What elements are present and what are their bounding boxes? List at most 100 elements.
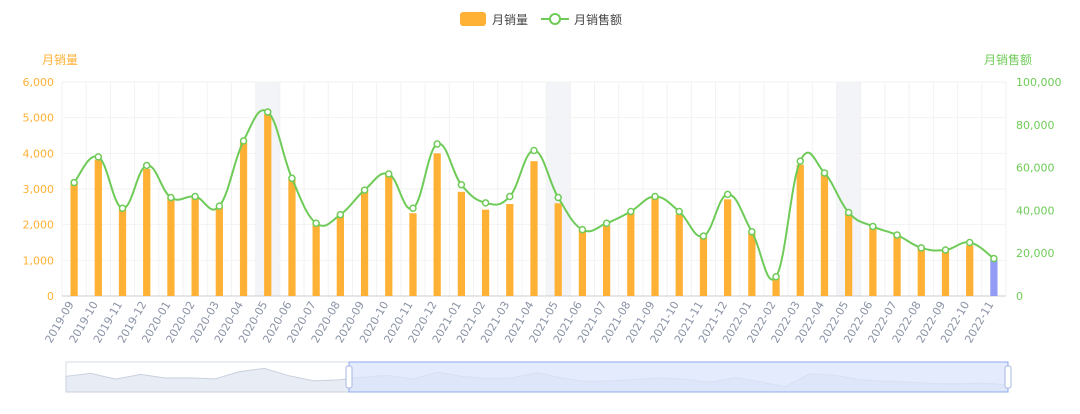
bar: [481, 209, 490, 296]
bar: [191, 196, 199, 296]
left-tick-label: 5,000: [23, 112, 55, 125]
line-point: [481, 199, 490, 207]
line-point: [941, 246, 950, 254]
bar: [796, 164, 804, 296]
left-tick-label: 2,000: [23, 219, 55, 232]
bar: [651, 197, 659, 296]
zoom-selected-window[interactable]: [348, 361, 1009, 393]
line-point: [844, 208, 853, 217]
left-tick-label: 3,000: [23, 183, 55, 196]
line-point: [723, 190, 732, 199]
line-point: [772, 272, 780, 281]
bar: [530, 161, 538, 296]
line-point: [627, 207, 635, 216]
bar: [724, 199, 732, 296]
line-point: [820, 169, 829, 177]
line-point: [506, 192, 514, 201]
bar: [385, 174, 393, 296]
right-tick-label: 0: [1016, 290, 1023, 303]
line-point: [433, 140, 441, 148]
bar: [627, 212, 635, 296]
line-point: [336, 210, 345, 219]
bar: [917, 248, 925, 296]
bar: [264, 114, 272, 296]
line-point: [94, 153, 103, 161]
right-tick-label: 60,000: [1016, 162, 1055, 175]
bar: [288, 179, 296, 296]
line-point: [239, 137, 248, 145]
legend-line-label[interactable]: 月销售额: [574, 12, 622, 27]
bar: [143, 169, 151, 296]
line-point: [796, 157, 805, 165]
bar: [699, 236, 708, 296]
legend[interactable]: 月销量 月销售额: [460, 12, 622, 27]
right-axis-title: 月销售额: [984, 52, 1032, 67]
line-point: [142, 161, 151, 170]
bar: [70, 183, 78, 296]
right-tick-label: 20,000: [1016, 247, 1055, 260]
bar: [94, 159, 102, 296]
left-tick-label: 6,000: [23, 76, 55, 89]
line-point: [699, 232, 708, 240]
bar: [748, 232, 756, 296]
line-point: [167, 193, 175, 202]
line-point: [263, 108, 272, 116]
bar: [239, 142, 248, 296]
bar: [602, 225, 611, 296]
bar: [312, 223, 320, 296]
bar: [966, 245, 974, 296]
line-point: [288, 174, 296, 183]
line-point: [554, 193, 562, 202]
legend-bar-label[interactable]: 月销量: [492, 13, 528, 27]
line-point: [312, 219, 320, 227]
left-tick-label: 0: [47, 290, 54, 303]
line-point: [70, 178, 78, 187]
line-point: [360, 186, 369, 194]
line-point: [893, 231, 901, 239]
line-point: [118, 204, 127, 213]
bar: [845, 213, 853, 296]
right-tick-label: 100,000: [1016, 76, 1062, 89]
bar: [675, 214, 683, 296]
legend-line-icon-circle[interactable]: [549, 13, 561, 25]
line-point: [578, 225, 587, 234]
bar: [869, 228, 877, 296]
line-point: [457, 180, 466, 189]
bar: [409, 213, 417, 296]
bar: [167, 197, 175, 296]
bar: [118, 208, 127, 296]
data-zoom-slider[interactable]: [65, 361, 1012, 393]
line-point: [965, 238, 974, 247]
bar: [433, 153, 441, 296]
bar: [893, 233, 901, 296]
line-point: [675, 207, 683, 216]
bar: [990, 260, 998, 296]
right-tick-label: 80,000: [1016, 119, 1055, 132]
bar: [506, 203, 514, 296]
plot-area: 0 1,000 2,000 3,000 4,000 5,000 6,000 0 20,000 40…: [23, 76, 1062, 345]
line-point: [385, 170, 393, 178]
bar: [215, 207, 223, 296]
bar: [578, 229, 587, 296]
legend-bar-icon[interactable]: [460, 12, 486, 26]
bar: [457, 191, 466, 296]
bar: [360, 189, 369, 296]
bar: [554, 203, 562, 296]
right-tick-label: 40,000: [1016, 204, 1055, 217]
line-point: [869, 222, 877, 231]
line-point: [409, 204, 417, 213]
bar: [336, 213, 344, 296]
zoom-handle-left[interactable]: [345, 365, 353, 389]
left-tick-label: 4,000: [23, 147, 55, 160]
line-point: [917, 244, 926, 252]
line-point: [602, 219, 611, 227]
line-point: [748, 228, 756, 236]
bar: [772, 277, 780, 296]
bar: [941, 251, 950, 296]
bar: [820, 173, 829, 296]
left-tick-label: 1,000: [23, 254, 55, 267]
zoom-handle-right[interactable]: [1004, 365, 1012, 389]
left-axis-title: 月销量: [42, 53, 78, 67]
line-point: [530, 146, 538, 155]
